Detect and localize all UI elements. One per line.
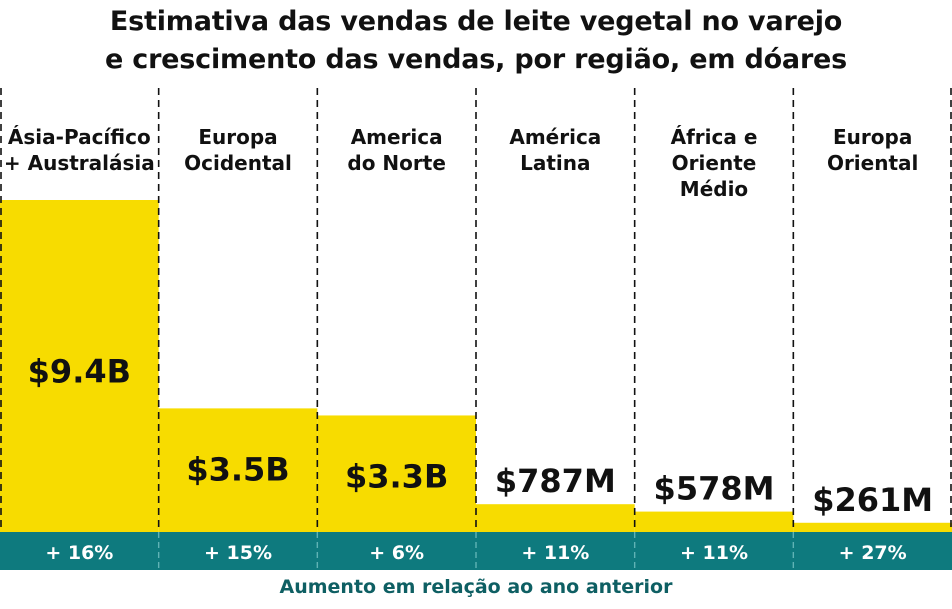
growth-label: + 6% — [369, 542, 424, 564]
growth-footnote: Aumento em relação ao ano anterior — [279, 576, 673, 598]
category-label: Ásia-Pacífico + Australásia — [4, 125, 155, 175]
value-label: $3.3B — [345, 457, 448, 495]
value-label: $578M — [654, 470, 775, 508]
bar-4 — [476, 504, 635, 532]
bar-2 — [158, 408, 318, 532]
bar-5 — [634, 511, 794, 532]
category-label: America do Norte — [347, 125, 446, 175]
value-label: $9.4B — [28, 353, 131, 391]
bar-3 — [317, 415, 476, 532]
growth-label: + 11% — [680, 542, 748, 564]
chart-title-line-2: e crescimento das vendas, por região, em… — [104, 44, 848, 75]
category-label: América Latina — [509, 125, 601, 175]
bar-6 — [793, 522, 952, 532]
value-label: $3.5B — [186, 450, 289, 488]
growth-label: + 15% — [204, 542, 272, 564]
category-label: África e Oriente Médio — [671, 125, 758, 201]
value-label: $787M — [495, 462, 616, 500]
category-label: Europa Oriental — [827, 125, 918, 175]
value-label: $261M — [812, 481, 933, 519]
category-label: Europa Ocidental — [184, 125, 292, 175]
growth-label: + 11% — [521, 542, 589, 564]
bar-1 — [0, 200, 159, 532]
growth-label: + 27% — [839, 542, 907, 564]
growth-label: + 16% — [45, 542, 113, 564]
chart-title-line-1: Estimativa das vendas de leite vegetal n… — [109, 6, 843, 37]
